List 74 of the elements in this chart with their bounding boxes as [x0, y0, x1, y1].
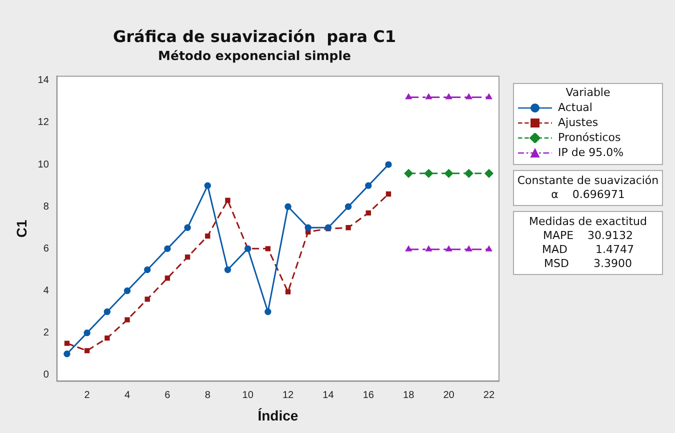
- text: Constante de suavización α 0.696971: [513, 170, 663, 206]
- point: [225, 198, 230, 203]
- point: [386, 191, 392, 197]
- point: [144, 296, 150, 302]
- x-axis-title: Índice: [258, 407, 298, 424]
- x-tick-label: 12: [282, 390, 294, 401]
- point: [484, 169, 494, 178]
- point: [284, 203, 292, 210]
- point: [64, 350, 70, 358]
- point: [404, 169, 413, 178]
- point: [486, 94, 492, 100]
- x-tick-label: 8: [204, 390, 211, 401]
- point: [446, 246, 452, 252]
- point: [365, 182, 372, 189]
- point: [406, 246, 412, 252]
- text: Medidas de exactitud MAPE 30.9132 MAD 1.4747 MSD 3.3900: [513, 211, 663, 275]
- point: [124, 317, 130, 322]
- legend-label: Ajustes: [558, 116, 598, 129]
- point: [84, 329, 90, 336]
- point: [264, 308, 272, 316]
- y-tick-label: 4: [43, 286, 50, 296]
- x-tick-label: 16: [362, 390, 374, 401]
- point: [164, 245, 171, 252]
- point: [104, 308, 111, 316]
- y-tick-label: 0: [43, 370, 50, 381]
- y-axis-title: C1: [13, 220, 30, 238]
- point: [304, 224, 312, 231]
- point: [464, 169, 474, 178]
- x-tick-label: 6: [164, 390, 171, 401]
- y-tick-label: 2: [43, 328, 50, 339]
- chart-title: Gráfica de suavización para C1: [112, 26, 396, 46]
- point: [444, 169, 454, 178]
- point: [466, 94, 472, 100]
- x-tick-label: 20: [443, 390, 455, 401]
- point: [124, 287, 131, 294]
- point: [64, 340, 70, 346]
- legend-label: IP de 95.0%: [558, 146, 624, 159]
- point: [224, 266, 232, 274]
- point: [346, 225, 351, 230]
- point: [265, 246, 271, 252]
- point: [466, 246, 472, 252]
- point: [424, 169, 433, 178]
- chart-subtitle: Método exponencial simple: [158, 48, 351, 63]
- x-tick-label: 4: [124, 390, 130, 401]
- y-tick-label: 6: [43, 243, 50, 254]
- point: [426, 246, 432, 252]
- legend-title: Variable: [564, 86, 612, 100]
- point: [385, 161, 392, 168]
- x-tick-label: 2: [84, 390, 90, 401]
- y-tick-label: 10: [38, 159, 50, 170]
- point: [84, 348, 90, 354]
- legend-label: Pronósticos: [558, 131, 621, 144]
- point: [184, 224, 191, 231]
- point: [486, 246, 492, 252]
- point: [406, 94, 412, 100]
- point: [104, 335, 110, 341]
- point: [446, 94, 452, 100]
- point: [204, 182, 211, 189]
- point: [164, 276, 170, 281]
- point: [144, 266, 151, 274]
- point: [184, 254, 190, 260]
- legend-label: Actual: [558, 101, 592, 114]
- point: [205, 233, 210, 239]
- point: [366, 210, 371, 216]
- x-tick-label: 10: [242, 390, 254, 401]
- y-tick-label: 8: [43, 201, 50, 212]
- y-tick-label: 14: [38, 75, 50, 86]
- y-tick-label: 12: [38, 117, 50, 128]
- point: [344, 203, 352, 210]
- point: [285, 289, 291, 294]
- x-tick-label: 14: [322, 390, 334, 401]
- x-tick-label: 22: [483, 390, 495, 401]
- x-tick-label: 18: [403, 390, 415, 401]
- point: [426, 94, 432, 100]
